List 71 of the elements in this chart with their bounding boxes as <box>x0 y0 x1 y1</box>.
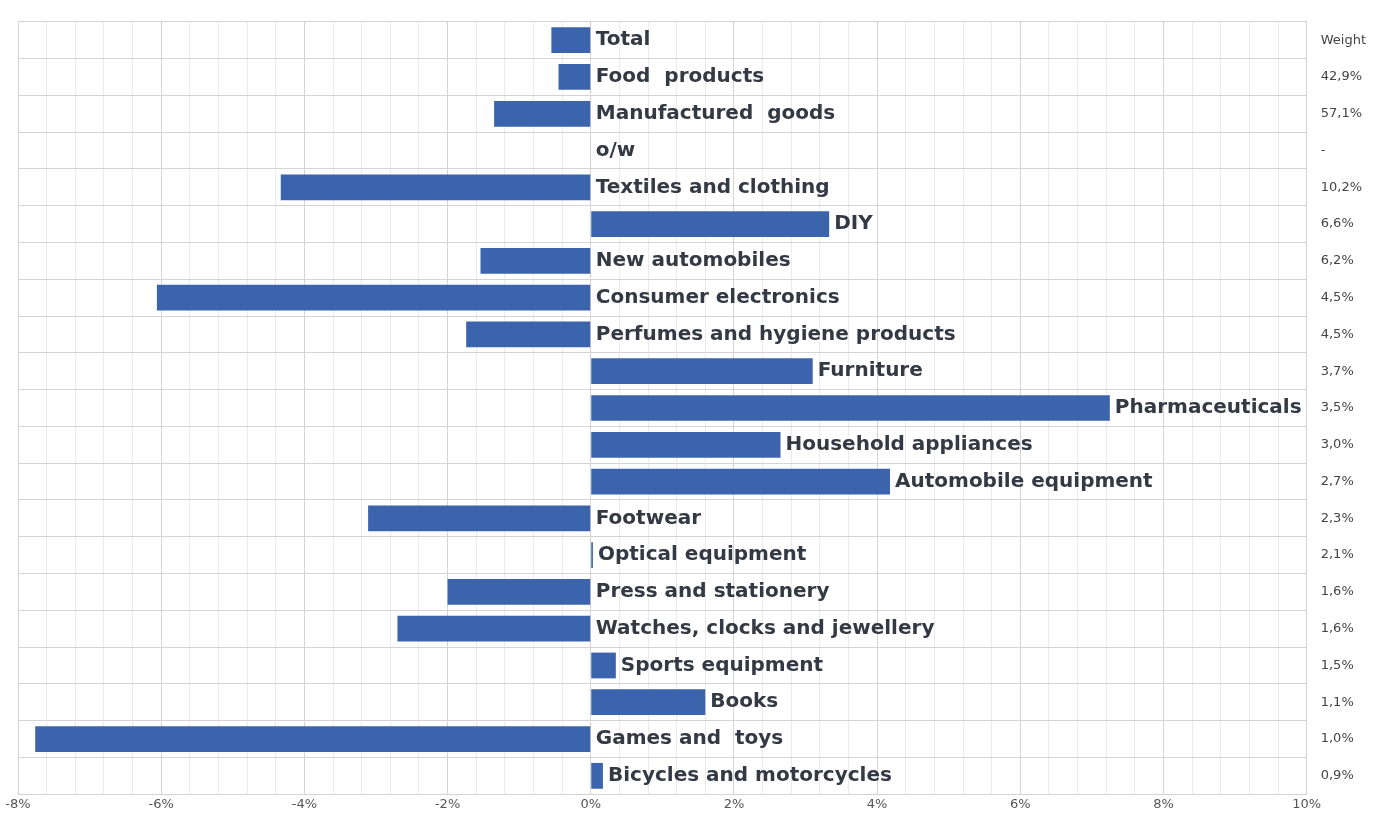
y-tick-label: Footwear <box>595 504 702 529</box>
y2-tick-label: 57,1% <box>1320 105 1363 121</box>
y2-tick-label: 6,6% <box>1320 215 1354 231</box>
x-tick-label: 4% <box>866 796 888 812</box>
x-tick-label: -4% <box>291 796 318 812</box>
bar <box>558 64 591 90</box>
y-tick-label: Household appliances <box>785 430 1033 455</box>
y2-tick-label: 10,2% <box>1320 178 1363 194</box>
y-tick-label: Bicycles and motorcycles <box>607 762 892 787</box>
y2-tick-label: 2,1% <box>1320 546 1354 562</box>
y2-tick-label: 1,0% <box>1320 730 1354 746</box>
y2-tick-label: 6,2% <box>1320 252 1354 268</box>
bar <box>447 579 591 605</box>
y-tick-label: Automobile equipment <box>895 467 1154 492</box>
y-tick-label: Food products <box>595 63 765 88</box>
y-tick-label: Manufactured goods <box>595 99 836 124</box>
x-tick-label: -2% <box>434 796 461 812</box>
y2-tick-label: 3,5% <box>1320 399 1354 415</box>
x-tick-label: -8% <box>5 796 31 812</box>
y2-tick-label: 1,5% <box>1320 656 1354 672</box>
y-tick-label: Textiles and clothing <box>595 173 830 198</box>
bar <box>280 174 591 201</box>
y2-tick-label: 1,6% <box>1320 583 1354 599</box>
y2-tick-label: - <box>1320 141 1326 157</box>
bar <box>368 505 591 532</box>
bar <box>480 248 591 274</box>
y-tick-label: Pharmaceuticals <box>1114 394 1302 419</box>
bar <box>35 726 591 752</box>
bar <box>494 100 591 127</box>
bar <box>591 652 616 679</box>
bar <box>551 27 591 54</box>
y-tick-label: Games and toys <box>595 725 784 750</box>
y2-tick-label: Weight <box>1320 31 1367 47</box>
y-tick-label: Sports equipment <box>620 651 824 676</box>
y2-tick-label: 3,0% <box>1320 436 1354 452</box>
y-tick-label: Total <box>595 26 651 51</box>
bar <box>466 321 591 348</box>
y-tick-label: Books <box>710 688 779 713</box>
y-tick-label: Perfumes and hygiene products <box>595 320 956 345</box>
bar <box>591 431 781 458</box>
y2-tick-label: 1,1% <box>1320 693 1354 709</box>
y-tick-label: Furniture <box>817 357 923 382</box>
x-tick-label: 8% <box>1153 796 1174 812</box>
x-tick-label: 10% <box>1292 796 1322 812</box>
bar <box>156 284 591 311</box>
y2-tick-label: 1,6% <box>1320 620 1354 636</box>
y2-tick-label: 2,3% <box>1320 509 1354 525</box>
bar <box>591 358 813 385</box>
y2-tick-label: 4,5% <box>1320 325 1354 341</box>
y-tick-label: DIY <box>834 210 874 235</box>
bar <box>397 615 591 642</box>
y-tick-label: o/w <box>595 136 636 161</box>
y2-tick-label: 0,9% <box>1320 767 1354 783</box>
y-tick-label: New automobiles <box>595 247 791 272</box>
x-tick-label: 6% <box>1010 796 1031 812</box>
y2-tick-label: 4,5% <box>1320 289 1354 305</box>
x-tick-label: 0% <box>580 796 602 812</box>
bar <box>591 395 1110 421</box>
y2-tick-label: 42,9% <box>1320 68 1363 84</box>
bar <box>591 762 603 789</box>
x-tick-label: -6% <box>148 796 174 812</box>
x-tick-label: 2% <box>723 796 745 812</box>
bar <box>591 689 706 716</box>
y-tick-label: Press and stationery <box>595 578 830 603</box>
y2-tick-label: 2,7% <box>1320 472 1354 488</box>
y-tick-label: Consumer electronics <box>595 283 840 308</box>
y-tick-label: Watches, clocks and jewellery <box>595 614 935 639</box>
y-tick-label: Optical equipment <box>597 541 807 566</box>
bar <box>591 211 830 237</box>
bar <box>591 468 891 495</box>
y2-tick-label: 3,7% <box>1320 362 1354 378</box>
